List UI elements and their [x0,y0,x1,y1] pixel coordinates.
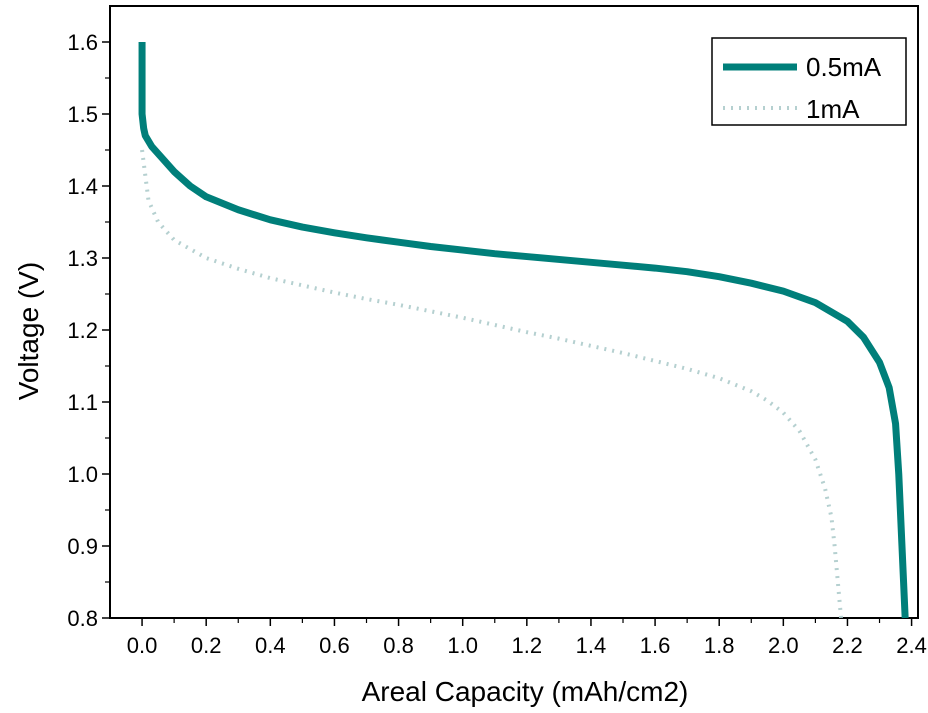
x-tick-label-2: 0.4 [255,633,286,658]
y-tick-label-2: 1.0 [67,462,98,487]
y-tick-label-0: 0.8 [67,606,98,631]
x-tick-label-1: 0.2 [191,633,222,658]
legend-box [711,37,907,126]
x-tick-label-5: 1.0 [447,633,478,658]
series-1ma-line [140,149,844,619]
x-tick-label-6: 1.2 [512,633,543,658]
x-tick-label-10: 2.0 [768,633,799,658]
legend-label-05ma: 0.5mA [806,52,882,82]
x-axis: 0.0 0.2 0.4 0.6 0.8 1.0 1.2 1.4 1.6 1.8 2.0 2.2 2.4 [127,618,927,658]
series-0-5ma-line [138,42,909,619]
x-tick-label-9: 1.8 [704,633,735,658]
y-axis-title: Voltage (V) [13,262,44,401]
y-tick-label-5: 1.3 [67,246,98,271]
y-tick-label-8: 1.6 [67,30,98,55]
y-axis: 0.8 0.9 1.0 1.1 1.2 1.3 1.4 1.5 1.6 [67,30,110,631]
y-tick-label-1: 0.9 [67,534,98,559]
y-tick-label-6: 1.4 [67,174,98,199]
x-tick-label-7: 1.4 [576,633,607,658]
x-tick-label-3: 0.6 [319,633,350,658]
x-tick-label-0: 0.0 [127,633,158,658]
x-tick-label-8: 1.6 [640,633,671,658]
x-tick-label-12: 2.4 [896,633,927,658]
y-tick-label-3: 1.1 [67,390,98,415]
x-tick-label-11: 2.2 [832,633,863,658]
y-tick-label-4: 1.2 [67,318,98,343]
legend-label-1ma: 1mA [806,94,860,124]
legend: 0.5mA 1mA [711,37,907,126]
series-layer [138,42,909,619]
x-axis-title: Areal Capacity (mAh/cm2) [362,676,689,707]
x-tick-label-4: 0.8 [383,633,414,658]
y-tick-label-7: 1.5 [67,102,98,127]
